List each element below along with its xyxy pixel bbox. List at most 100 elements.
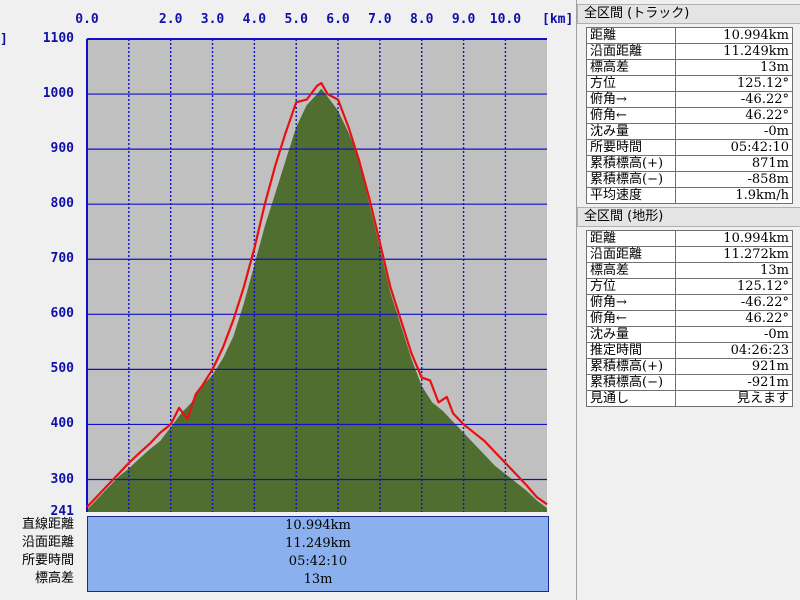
stats-row: 所要時間 05:42:10 [586,139,793,156]
summary-label-straight-distance: 直線距離 [21,517,74,532]
x-axis-unit: [km] [542,12,574,27]
stats-value: -921m [675,374,793,391]
stats-row: 標高差 13m [586,262,793,279]
stats-value: 05:42:10 [675,139,793,156]
x-tick-label: 7.0 [368,12,392,27]
stats-row: 距離 10.994km [586,230,793,247]
stats-row: 沈み量 -0m [586,326,793,343]
x-tick-label: 2.0 [158,12,183,27]
stats-label: 標高差 [586,262,676,279]
stats-value: 125.12° [675,75,793,92]
elevation-plot[interactable] [0,0,576,516]
y-tick-label: 1100 [42,31,74,46]
track-line [86,82,548,508]
stats-value: 921m [675,358,793,375]
stats-row: 俯角→ -46.22° [586,294,793,311]
stats-label: 累積標高(+) [586,358,676,375]
stats-value: 13m [675,59,793,76]
stats-value: 10.994km [675,230,793,247]
summary-label-time: 所要時間 [21,553,74,568]
x-tick-label: 10.0 [489,12,522,27]
terrain-area [87,88,547,512]
stats-label: 方位 [586,75,676,92]
stats-row: 沿面距離 11.272km [586,246,793,263]
stats-row: 累積標高(−) -858m [586,171,793,188]
summary-label-elevation-diff: 標高差 [34,571,74,586]
stats-row: 沈み量 -0m [586,123,793,140]
y-tick-label: 300 [50,471,74,487]
stats-value: -46.22° [675,294,793,311]
stats-label: 距離 [586,230,676,247]
stats-label: 累積標高(−) [586,374,676,391]
summary-label-surface-distance: 沿面距離 [21,535,74,550]
y-tick-label: 900 [50,141,74,157]
stats-value: -858m [675,171,793,188]
stats-label: 所要時間 [586,139,676,156]
stats-row: 推定時間 04:26:23 [586,342,793,359]
stats-value: 見えます [675,390,793,407]
stats-label: 俯角← [586,107,676,124]
stats-row: 累積標高(−) -921m [586,374,793,391]
summary-value-surface-distance: 11.249km [285,536,351,551]
terrain-stats-table: 距離 10.994km 沿面距離 11.272km 標高差 13m 方位 125.12° 俯角→… [586,230,793,407]
y-tick-label: 400 [50,416,74,432]
track-stats-table: 距離 10.994km 沿面距離 11.249km 標高差 13m 方位 125.12° 俯角→… [586,27,793,204]
x-tick-label: 9.0 [451,12,476,27]
y-tick-label: 500 [50,361,74,377]
summary-value-elevation-diff: 13m [303,572,333,587]
y-tick-label: 700 [50,251,74,267]
y-tick-label: 1000 [42,86,74,102]
stats-label: 見通し [586,390,676,407]
stats-row: 俯角← 46.22° [586,107,793,124]
x-tick-label: 6.0 [326,12,350,27]
stats-value: 46.22° [675,310,793,327]
stats-label: 沈み量 [586,123,676,140]
stats-value: 871m [675,155,793,172]
x-tick-label: 0.0 [75,12,99,27]
summary-value-straight-distance: 10.994km [285,518,351,533]
stats-label: 推定時間 [586,342,676,359]
stats-label: 沿面距離 [586,246,676,263]
y-tick-label: 800 [50,196,74,212]
stats-row: 累積標高(+) 871m [586,155,793,172]
stats-row: 標高差 13m [586,59,793,76]
stats-value: 11.272km [675,246,793,263]
stats-label: 俯角← [586,310,676,327]
summary-values-box: 10.994km 11.249km 05:42:10 13m [87,516,549,592]
stats-value: 46.22° [675,107,793,124]
elevation-chart-area: ] 0.0 2.0 3.0 4.0 5.0 6.0 7.0 8.0 9.0 10.0 [km] 1… [0,0,576,592]
summary-labels: 直線距離 沿面距離 所要時間 標高差 [0,516,80,588]
y-tick-label: 600 [50,306,74,322]
x-tick-label: 3.0 [200,12,225,27]
stats-label: 累積標高(+) [586,155,676,172]
x-tick-label: 8.0 [409,12,434,27]
edge-bracket-glyph: ] [0,32,8,47]
stats-row: 平均速度 1.9km/h [586,187,793,204]
stats-row: 俯角← 46.22° [586,310,793,327]
y-tick-label: 241 [50,504,74,519]
summary-value-time: 05:42:10 [288,554,348,569]
stats-row: 俯角→ -46.22° [586,91,793,108]
track-panel-title: 全区間 (トラック) [577,4,800,24]
terrain-panel-title: 全区間 (地形) [577,207,800,227]
stats-value: 125.12° [675,278,793,295]
stats-row: 累積標高(+) 921m [586,358,793,375]
stats-value: 04:26:23 [675,342,793,359]
stats-row: 沿面距離 11.249km [586,43,793,60]
stats-value: -0m [675,123,793,140]
stats-value: -0m [675,326,793,343]
stats-label: 平均速度 [586,187,676,204]
stats-row: 方位 125.12° [586,75,793,92]
stats-value: 1.9km/h [675,187,793,204]
stats-label: 俯角→ [586,91,676,108]
stats-label: 累積標高(−) [586,171,676,188]
stats-label: 方位 [586,278,676,295]
stats-panel: 全区間 (トラック) 距離 10.994km 沿面距離 11.249km 標高差 13m 方… [576,0,800,600]
stats-row: 方位 125.12° [586,278,793,295]
stats-label: 沿面距離 [586,43,676,60]
stats-row: 距離 10.994km [586,27,793,44]
stats-value: 11.249km [675,43,793,60]
stats-label: 俯角→ [586,294,676,311]
stats-row: 見通し 見えます [586,390,793,407]
stats-value: -46.22° [675,91,793,108]
